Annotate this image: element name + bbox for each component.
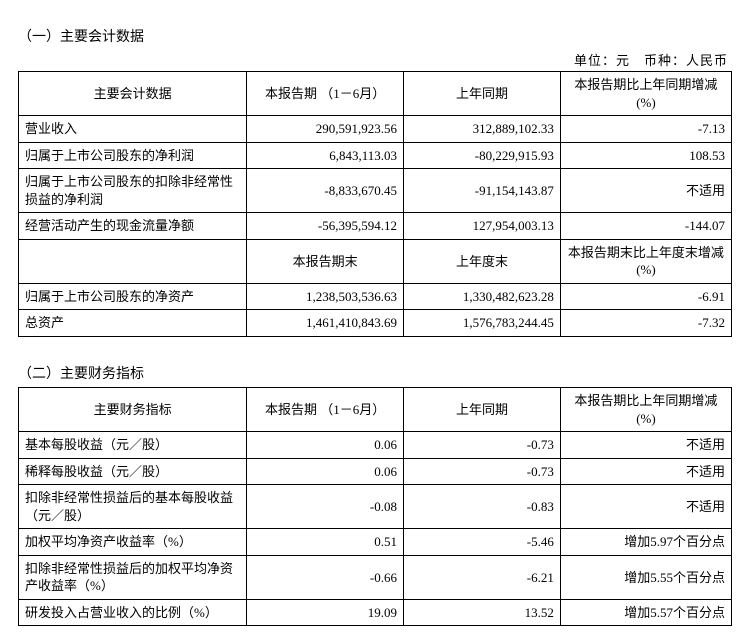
cell-value: 1,461,410,843.69	[247, 310, 404, 337]
row-label: 扣除非经常性损益后的加权平均净资产收益率（%）	[19, 555, 247, 599]
row-label: 营业收入	[19, 116, 247, 143]
row-label: 加权平均净资产收益率（%）	[19, 529, 247, 556]
financial-indicators-table: 主要财务指标 本报告期 （1－6月） 上年同期 本报告期比上年同期增减(%) 基…	[18, 387, 732, 626]
cell-value: 增加5.57个百分点	[560, 599, 731, 626]
table-header-row: 主要财务指标 本报告期 （1－6月） 上年同期 本报告期比上年同期增减(%)	[19, 388, 732, 432]
table-row: 总资产 1,461,410,843.69 1,576,783,244.45 -7…	[19, 310, 732, 337]
col-header: 本报告期 （1－6月）	[247, 388, 404, 432]
cell-value: 1,330,482,623.28	[404, 283, 561, 310]
cell-value: 不适用	[560, 458, 731, 485]
row-label: 经营活动产生的现金流量净额	[19, 213, 247, 240]
cell-value: 19.09	[247, 599, 404, 626]
cell-value: 0.51	[247, 529, 404, 556]
col-header: 本报告期 （1－6月）	[247, 72, 404, 116]
table-header-row: 主要会计数据 本报告期 （1－6月） 上年同期 本报告期比上年同期增减(%)	[19, 72, 732, 116]
table-row: 营业收入 290,591,923.56 312,889,102.33 -7.13	[19, 116, 732, 143]
cell-value: -144.07	[560, 213, 731, 240]
row-label: 扣除非经常性损益后的基本每股收益（元／股）	[19, 485, 247, 529]
table-row: 归属于上市公司股东的扣除非经常性损益的净利润 -8,833,670.45 -91…	[19, 169, 732, 213]
section1-heading: （一）主要会计数据	[18, 26, 732, 46]
cell-value: -0.73	[404, 458, 561, 485]
cell-value: -80,229,915.93	[404, 142, 561, 169]
table-row: 归属于上市公司股东的净资产 1,238,503,536.63 1,330,482…	[19, 283, 732, 310]
cell-value: 增加5.55个百分点	[560, 555, 731, 599]
cell-value: -0.83	[404, 485, 561, 529]
cell-value: -8,833,670.45	[247, 169, 404, 213]
cell-value: 不适用	[560, 485, 731, 529]
col-header: 上年同期	[404, 72, 561, 116]
table-row: 研发投入占营业收入的比例（%） 19.09 13.52 增加5.57个百分点	[19, 599, 732, 626]
cell-value: -0.66	[247, 555, 404, 599]
row-label: 基本每股收益（元／股）	[19, 432, 247, 459]
col-header: 本报告期末	[247, 239, 404, 283]
col-header: 本报告期比上年同期增减(%)	[560, 72, 731, 116]
cell-value: -0.08	[247, 485, 404, 529]
table-row: 经营活动产生的现金流量净额 -56,395,594.12 127,954,003…	[19, 213, 732, 240]
row-label: 稀释每股收益（元／股）	[19, 458, 247, 485]
cell-value: -7.13	[560, 116, 731, 143]
row-label: 归属于上市公司股东的净资产	[19, 283, 247, 310]
section2-heading: （二）主要财务指标	[18, 363, 732, 383]
cell-value: 不适用	[560, 432, 731, 459]
table-row: 加权平均净资产收益率（%） 0.51 -5.46 增加5.97个百分点	[19, 529, 732, 556]
cell-value: 0.06	[247, 432, 404, 459]
cell-value: 不适用	[560, 169, 731, 213]
cell-value: -0.73	[404, 432, 561, 459]
col-header: 上年度末	[404, 239, 561, 283]
table-subheader-row: 本报告期末 上年度末 本报告期末比上年度末增减(%)	[19, 239, 732, 283]
table-row: 扣除非经常性损益后的基本每股收益（元／股） -0.08 -0.83 不适用	[19, 485, 732, 529]
cell-value: 312,889,102.33	[404, 116, 561, 143]
accounting-data-table: 主要会计数据 本报告期 （1－6月） 上年同期 本报告期比上年同期增减(%) 营…	[18, 71, 732, 337]
cell-value: 6,843,113.03	[247, 142, 404, 169]
col-header: 主要会计数据	[19, 72, 247, 116]
row-label: 研发投入占营业收入的比例（%）	[19, 599, 247, 626]
table-row: 归属于上市公司股东的净利润 6,843,113.03 -80,229,915.9…	[19, 142, 732, 169]
cell-value: -56,395,594.12	[247, 213, 404, 240]
cell-value: -5.46	[404, 529, 561, 556]
cell-value: 0.06	[247, 458, 404, 485]
cell-value: -6.91	[560, 283, 731, 310]
row-label: 归属于上市公司股东的净利润	[19, 142, 247, 169]
cell-value: -6.21	[404, 555, 561, 599]
table-row: 基本每股收益（元／股） 0.06 -0.73 不适用	[19, 432, 732, 459]
unit-line: 单位：元 币种：人民币	[18, 50, 728, 69]
col-header: 本报告期比上年同期增减(%)	[560, 388, 731, 432]
cell-value: -7.32	[560, 310, 731, 337]
cell-value: -91,154,143.87	[404, 169, 561, 213]
cell-value: 增加5.97个百分点	[560, 529, 731, 556]
table-row: 稀释每股收益（元／股） 0.06 -0.73 不适用	[19, 458, 732, 485]
col-header: 主要财务指标	[19, 388, 247, 432]
cell-value: 127,954,003.13	[404, 213, 561, 240]
row-label: 归属于上市公司股东的扣除非经常性损益的净利润	[19, 169, 247, 213]
cell-value: 13.52	[404, 599, 561, 626]
col-header: 本报告期末比上年度末增减(%)	[560, 239, 731, 283]
col-header	[19, 239, 247, 283]
cell-value: 108.53	[560, 142, 731, 169]
row-label: 总资产	[19, 310, 247, 337]
cell-value: 1,238,503,536.63	[247, 283, 404, 310]
cell-value: 290,591,923.56	[247, 116, 404, 143]
col-header: 上年同期	[404, 388, 561, 432]
table-row: 扣除非经常性损益后的加权平均净资产收益率（%） -0.66 -6.21 增加5.…	[19, 555, 732, 599]
cell-value: 1,576,783,244.45	[404, 310, 561, 337]
